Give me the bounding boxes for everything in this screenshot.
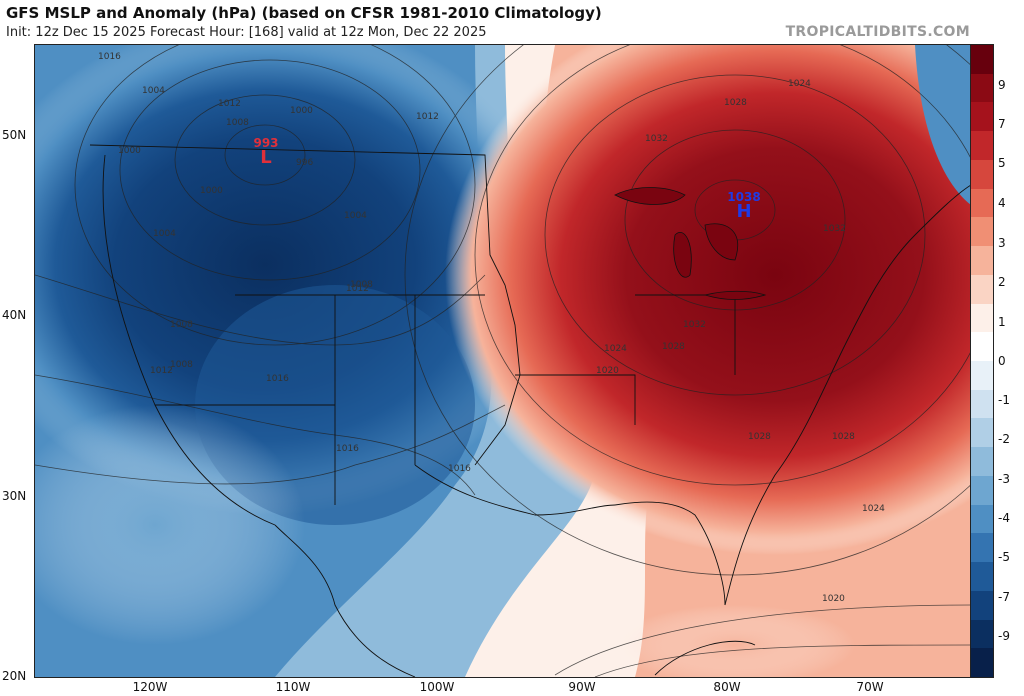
colorbar-tick-label: -3 [998, 472, 1010, 486]
colorbar-tick-label: -1 [998, 393, 1010, 407]
political-boundaries [89, 144, 971, 677]
isobar-label: 1020 [822, 594, 845, 604]
colorbar-segment [971, 73, 993, 103]
isobar-label: 1020 [596, 366, 619, 376]
colorbar-tick-label: 4 [998, 196, 1006, 210]
positive-anomaly-center [445, 45, 971, 555]
colorbar-segment [971, 504, 993, 534]
colorbar-tick-label: -7 [998, 590, 1010, 604]
isobar-label: 1008 [170, 360, 193, 370]
isobar-label: 996 [296, 158, 314, 168]
colorbar-tick-label: 1 [998, 315, 1006, 329]
colorbar-segment [971, 475, 993, 506]
isobar-label: 1012 [346, 284, 369, 294]
colorbar-segment [971, 45, 993, 75]
colorbar-segment [971, 619, 993, 649]
low-pressure-value: 993 [253, 136, 279, 150]
isobar-label: 1024 [862, 504, 885, 514]
isobar-label: 1008 [350, 280, 373, 290]
isobar-label: 1016 [98, 52, 121, 62]
colorbar-tick-label: -4 [998, 511, 1010, 525]
colorbar-tick-label: -9 [998, 629, 1010, 643]
colorbar-segment [971, 533, 993, 563]
isobar-label: 1012 [150, 366, 173, 376]
colorbar-segment [971, 159, 993, 190]
colorbar-tick-label: 3 [998, 236, 1006, 250]
colorbar-segment [971, 447, 993, 477]
pacific-anomaly [35, 405, 305, 645]
lat-label-20n: 20N [2, 669, 27, 683]
colorbar-segment [971, 648, 993, 678]
isobar-label: 1032 [683, 320, 706, 330]
colorbar-segment [971, 274, 993, 305]
isobar-label: 1000 [290, 106, 313, 116]
lon-label-70w: 70W [856, 680, 884, 694]
map-panel [34, 44, 972, 678]
colorbar-segment [971, 562, 993, 592]
lon-label-80w: 80W [713, 680, 741, 694]
site-brand: TROPICALTIDBITS.COM [785, 24, 970, 40]
isobar-label: 1024 [788, 79, 811, 89]
isobar-label: 1028 [724, 98, 747, 108]
lon-label-110w: 110W [275, 680, 311, 694]
high-pressure-value: 1038 [727, 190, 761, 204]
isobar-label: 1008 [170, 320, 193, 330]
chart-title: GFS MSLP and Anomaly (hPa) (based on CFS… [6, 4, 602, 22]
colorbar-tick-label: 5 [998, 156, 1006, 170]
lon-label-100w: 100W [419, 680, 455, 694]
colorbar-segment [971, 332, 993, 362]
colorbar-segment [971, 418, 993, 448]
isobar-label: 1000 [118, 146, 141, 156]
isobar-label: 1004 [153, 229, 176, 239]
colorbar-segment [971, 303, 993, 333]
colorbar-segment [971, 590, 993, 621]
isobar-label: 1028 [748, 432, 771, 442]
isobars [35, 45, 971, 677]
colorbar-segment [971, 217, 993, 247]
colorbar-segment [971, 131, 993, 161]
lon-label-90w: 90W [568, 680, 596, 694]
isobar-label: 1016 [448, 464, 471, 474]
isobar-label: 1016 [266, 374, 289, 384]
isobar-label: 1028 [832, 432, 855, 442]
lon-label-120w: 120W [132, 680, 168, 694]
high-pressure-letter: H [736, 201, 752, 222]
high-pressure-center: 1038 H [724, 190, 764, 222]
isobar-label: 1024 [604, 344, 627, 354]
low-pressure-center: 993 L [248, 136, 284, 168]
great-lakes [614, 187, 767, 300]
low-pressure-letter: L [260, 147, 272, 168]
colorbar-segment [971, 389, 993, 419]
colorbar-tick-label: -2 [998, 432, 1010, 446]
isobar-label: 1004 [344, 211, 367, 221]
colorbar-segment [971, 102, 993, 132]
isobar-label: 1012 [218, 99, 241, 109]
lat-label-30n: 30N [2, 489, 27, 503]
colorbar-tick-label: 0 [998, 354, 1006, 368]
colorbar-segment [971, 361, 993, 391]
lat-label-40n: 40N [2, 308, 27, 322]
mslp-anomaly-map [35, 45, 971, 677]
colorbar-tick-label: -5 [998, 550, 1010, 564]
colorbar-segment [971, 246, 993, 276]
isobar-label: 1008 [226, 118, 249, 128]
isobar-label: 1032 [645, 134, 668, 144]
isobar-label: 1000 [200, 186, 223, 196]
chart-subtitle: Init: 12z Dec 15 2025 Forecast Hour: [16… [6, 25, 487, 40]
isobar-label: 1032 [823, 224, 846, 234]
colorbar-tick-label: 2 [998, 275, 1006, 289]
colorbar-tick-label: 7 [998, 117, 1006, 131]
colorbar-tick-label: 9 [998, 78, 1006, 92]
isobar-label: 1016 [336, 444, 359, 454]
anomaly-colorbar [970, 44, 994, 678]
lat-label-50n: 50N [2, 128, 27, 142]
northeast-negative-anomaly [915, 45, 971, 205]
isobar-label: 1004 [142, 86, 165, 96]
isobar-label: 1012 [416, 112, 439, 122]
colorbar-segment [971, 188, 993, 218]
isobar-label: 1028 [662, 342, 685, 352]
